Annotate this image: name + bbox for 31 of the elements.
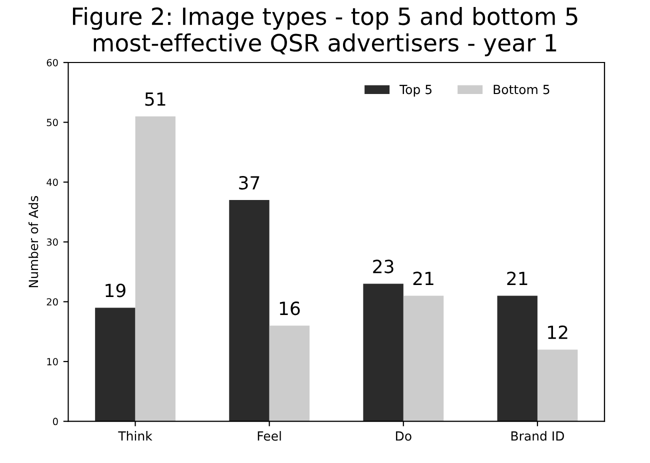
bar	[95, 308, 136, 422]
data-label: 21	[507, 272, 528, 286]
bar	[537, 350, 578, 422]
bar	[403, 296, 444, 422]
x-tick-label: Do	[396, 431, 412, 441]
data-label: 19	[106, 284, 126, 298]
y-tick-label: 30	[46, 238, 58, 246]
data-label: 12	[548, 325, 568, 339]
y-tick-label: 50	[46, 118, 58, 126]
data-label: 51	[145, 92, 166, 106]
data-label: 16	[280, 302, 300, 316]
y-axis-title: Number of Ads	[28, 196, 38, 288]
bar	[269, 326, 310, 422]
y-tick-label: 0	[52, 418, 58, 426]
y-tick-label: 60	[46, 58, 58, 66]
bar	[135, 116, 176, 422]
y-tick-label: 20	[46, 298, 58, 306]
bar	[229, 200, 270, 422]
chart-title: Figure 2: Image types - top 5 and bottom 5 most-effective QSR advertisers - year 1	[72, 6, 578, 56]
data-label: 37	[239, 176, 260, 190]
bar	[363, 284, 404, 422]
y-tick-label: 40	[46, 178, 58, 186]
bar	[497, 296, 538, 422]
legend-label: Top 5	[400, 84, 432, 97]
x-tick-label: Feel	[258, 431, 281, 441]
data-label: 23	[373, 260, 394, 274]
x-tick-label: Think	[118, 431, 152, 441]
data-label: 21	[413, 272, 434, 286]
y-tick-label: 10	[47, 358, 58, 366]
legend-label: Bottom 5	[494, 84, 550, 94]
x-tick-label: Brand ID	[511, 431, 564, 441]
